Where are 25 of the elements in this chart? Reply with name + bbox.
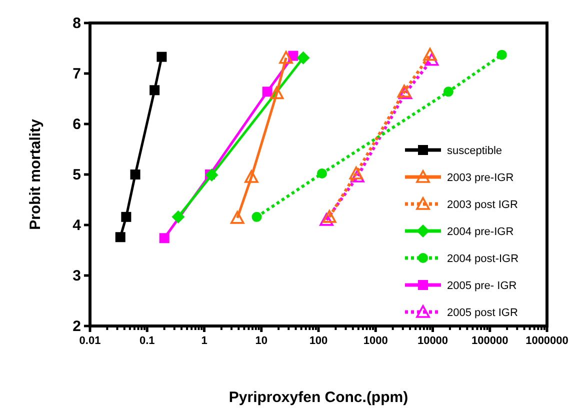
y-tick-label: 5 (72, 166, 81, 184)
legend-label: 2004 pre-IGR (447, 226, 514, 238)
y-tick-label: 2 (72, 318, 81, 335)
x-axis-title: Pyriproxyfen Conc.(ppm) (228, 389, 408, 406)
x-tick-label: 100 (309, 335, 328, 347)
x-tick-label: 10 (255, 335, 268, 347)
x-tick-label: 100000 (472, 335, 508, 347)
legend-label: 2004 post-IGR (447, 253, 519, 265)
y-tick-label: 4 (72, 217, 82, 234)
legend-label: 2003 pre-IGR (447, 172, 514, 184)
x-tick-label: 0.1 (139, 335, 155, 347)
x-tick-label: 1000000 (526, 335, 568, 347)
y-axis-title: Probit mortality (27, 118, 44, 230)
x-tick-label: 0.01 (79, 335, 101, 347)
legend-label: 2005 post IGR (447, 307, 518, 319)
y-tick-label: 8 (72, 15, 81, 32)
x-tick-label: 1 (201, 335, 208, 347)
legend-label: 2003 post IGR (447, 199, 518, 211)
legend-label: 2005 pre- IGR (447, 280, 517, 292)
y-tick-label: 7 (72, 66, 81, 82)
legend-label: susceptible (447, 145, 502, 157)
x-tick-label: 10000 (417, 335, 448, 347)
y-tick-label: 3 (72, 268, 81, 284)
x-tick-label: 1000 (363, 335, 388, 347)
y-tick-label: 6 (72, 116, 81, 133)
